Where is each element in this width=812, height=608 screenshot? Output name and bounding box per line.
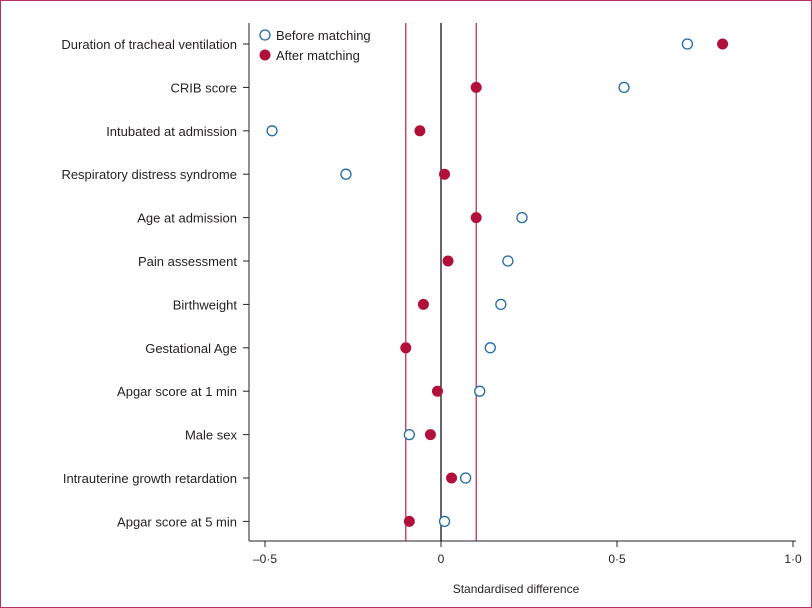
before-matching-marker [502,255,514,267]
after-matching-marker [400,342,412,354]
after-matching-marker [403,515,415,527]
before-matching-marker [438,515,451,528]
x-tick-label: 1·0 [784,552,802,566]
category-label: Male sex [185,428,238,443]
after-matching-marker [442,255,454,267]
before-matching-marker [618,81,630,94]
x-tick-label: 0·5 [608,552,626,566]
category-ticks [243,43,249,522]
category-label: Respiratory distress syndrome [61,167,237,182]
x-axis-title: Standardised difference [453,582,580,596]
x-tick-label: 0 [438,552,445,566]
after-matching-marker [424,429,436,441]
after-matching-marker [417,298,429,310]
before-matching-marker [266,125,278,137]
before-matching-marker [484,342,496,354]
category-label: Birthweight [173,297,238,312]
legend-label-after-matching: After matching [276,48,360,63]
after-matching-marker [717,38,729,50]
after-matching-marker [431,385,443,397]
after-matching-marker [414,125,426,137]
before-matching-marker [474,385,486,397]
data-markers [266,38,729,528]
reference-lines [405,23,477,541]
legend-marker-before-matching [259,29,271,41]
before-matching-marker [459,472,472,484]
category-label: Age at admission [137,211,237,226]
legend-label-before-matching: Before matching [276,28,371,43]
before-matching-marker [516,211,528,224]
category-label: Intubated at admission [106,124,237,139]
after-matching-marker [446,472,458,484]
category-label: CRIB score [171,80,237,95]
after-matching-marker [439,168,451,180]
legend-marker-after-matching [259,49,271,61]
x-tick-label: –0·5 [253,552,277,566]
before-matching-marker [340,168,352,180]
x-ticks: –0·5 0 0·5 1·0 [253,541,802,566]
after-matching-marker [470,81,482,93]
category-label: Intrauterine growth retardation [63,471,237,486]
after-matching-marker [470,212,482,224]
category-label: Apgar score at 1 min [117,384,237,399]
before-matching-marker [403,428,415,441]
legend: Before matching After matching [259,28,371,63]
plot-area [248,23,796,542]
category-label: Apgar score at 5 min [117,514,237,529]
category-labels: Duration of tracheal ventilation CRIB sco… [61,37,237,529]
category-label: Gestational Age [145,341,237,356]
before-matching-marker [681,38,694,50]
category-label: Duration of tracheal ventilation [61,37,237,52]
category-label: Pain assessment [138,254,237,269]
before-matching-marker [495,298,507,311]
